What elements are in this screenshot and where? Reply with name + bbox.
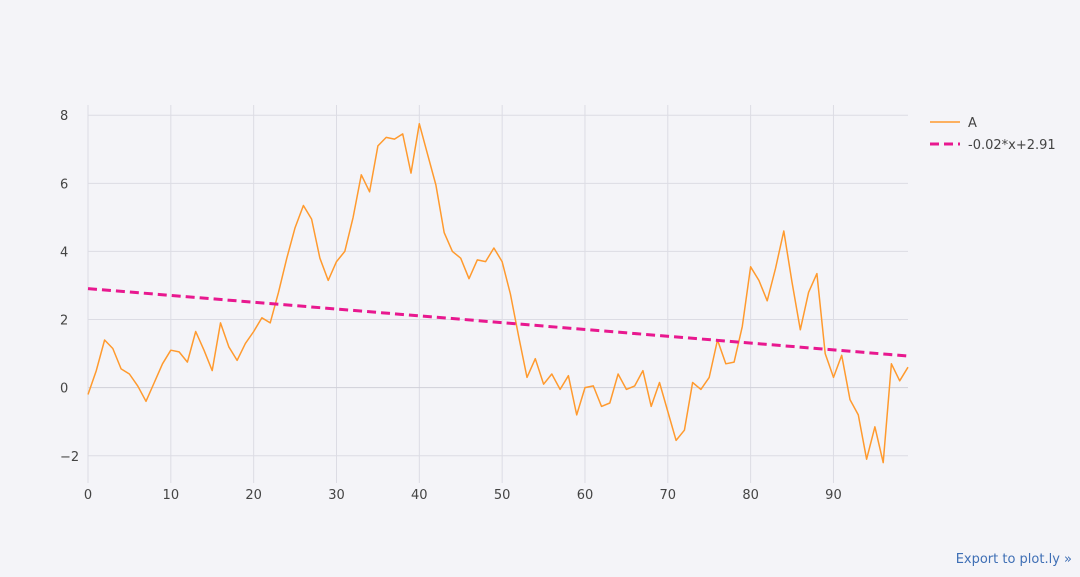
x-tick-label: 50 bbox=[494, 488, 511, 503]
y-tick-label: 6 bbox=[60, 177, 68, 192]
y-tick-label: 8 bbox=[60, 109, 68, 124]
y-tick-label: 4 bbox=[60, 245, 68, 260]
export-to-plotly-link[interactable]: Export to plot.ly » bbox=[955, 552, 1072, 567]
legend[interactable]: A -0.02*x+2.91 bbox=[930, 116, 1056, 153]
y-tick-label: −2 bbox=[60, 450, 79, 465]
plot-background bbox=[88, 105, 908, 483]
x-tick-label: 0 bbox=[84, 488, 92, 503]
series-a-line bbox=[87, 122, 909, 464]
series-layer bbox=[87, 122, 909, 464]
x-tick-label: 40 bbox=[411, 488, 428, 503]
x-tick-label: 60 bbox=[577, 488, 594, 503]
legend-item[interactable]: A bbox=[930, 116, 977, 131]
legend-label: -0.02*x+2.91 bbox=[968, 138, 1056, 153]
x-tick-label: 20 bbox=[245, 488, 262, 503]
x-tick-label: 70 bbox=[660, 488, 677, 503]
gridlines bbox=[87, 105, 908, 483]
legend-label: A bbox=[968, 116, 977, 131]
trend-line-series bbox=[87, 287, 909, 358]
x-tick-label: 30 bbox=[328, 488, 345, 503]
y-tick-label: 0 bbox=[60, 382, 68, 397]
legend-item[interactable]: -0.02*x+2.91 bbox=[930, 138, 1056, 153]
x-tick-label: 10 bbox=[163, 488, 180, 503]
x-tick-label: 80 bbox=[742, 488, 759, 503]
y-tick-label: 2 bbox=[60, 314, 68, 329]
y-axis: −2 0 2 4 6 8 bbox=[60, 109, 79, 465]
x-axis: 0 10 20 30 40 50 60 70 80 90 bbox=[84, 488, 842, 503]
x-tick-label: 90 bbox=[825, 488, 842, 503]
